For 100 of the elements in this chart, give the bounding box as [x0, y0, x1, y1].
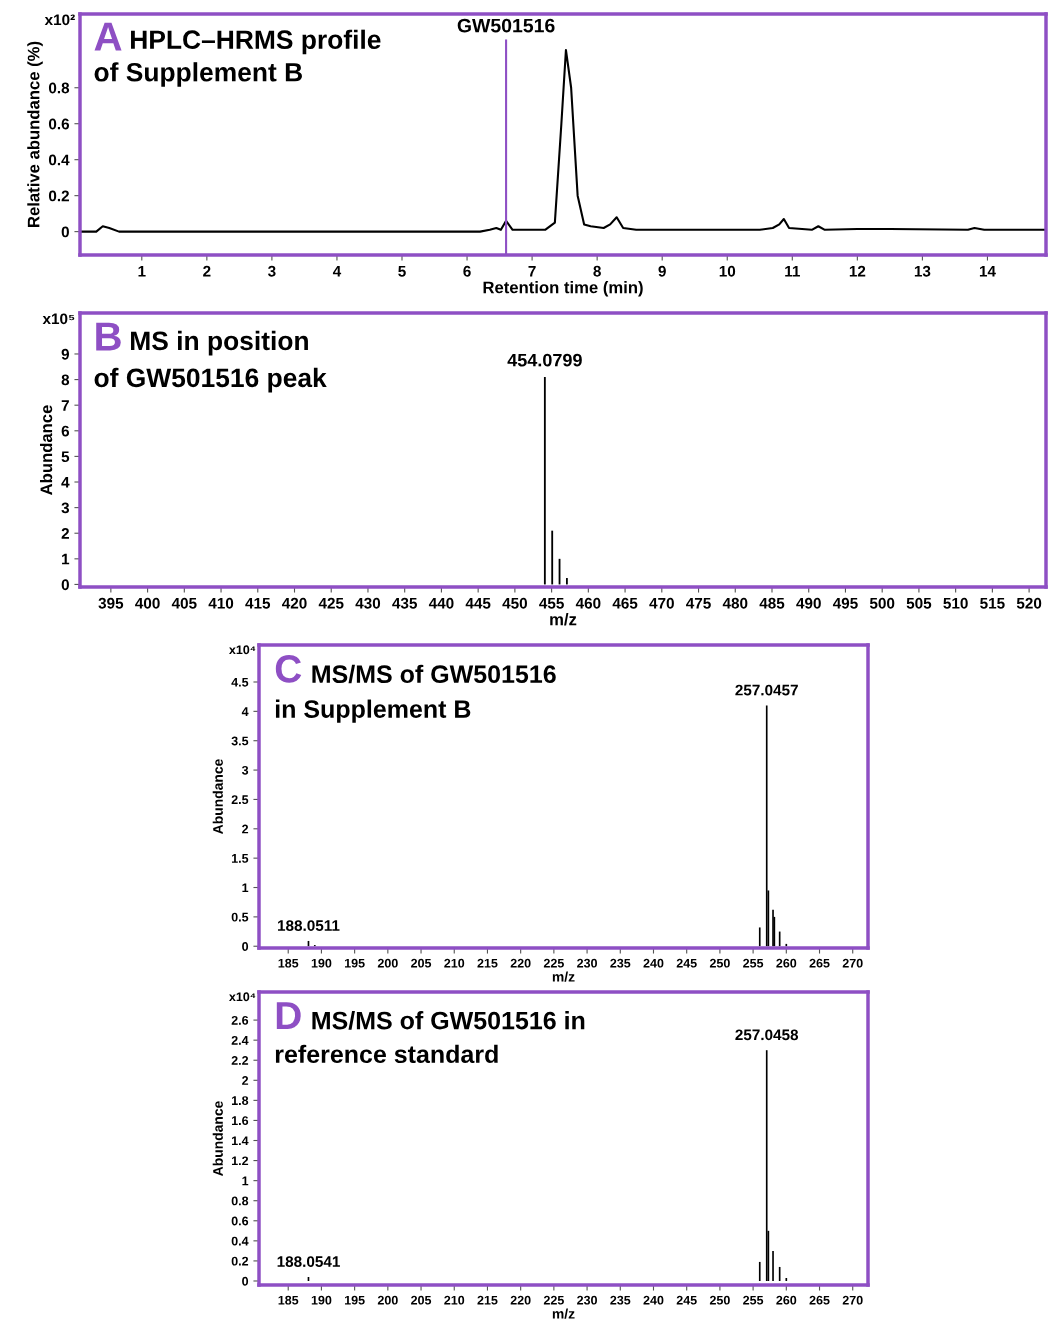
y-axis-title: Abundance	[40, 405, 53, 495]
annotation: 257.0457	[735, 684, 798, 696]
x-tick-label: 485	[759, 597, 785, 609]
x-tick-label: 4	[332, 265, 342, 277]
x-tick-label: 14	[979, 265, 996, 277]
x-tick-label: 245	[676, 958, 697, 968]
y-tick-label: 1	[242, 883, 249, 893]
text: x10⁴	[229, 992, 256, 1002]
text: x10²	[44, 14, 75, 26]
x-tick-label: 230	[577, 958, 597, 968]
x-tick-label: 250	[709, 958, 730, 968]
y-tick-label: 8	[61, 374, 70, 386]
y-tick-label: 3.5	[231, 736, 249, 746]
text: C MS/MS of GW501516 in Supplement B	[275, 655, 556, 723]
y-axis-title: Abundance	[212, 759, 223, 834]
x-axis-title: Retention time (min)	[483, 281, 643, 297]
y-tick-label: 2.6	[231, 1015, 249, 1025]
y-tick-label: 2.4	[231, 1035, 249, 1045]
y-tick-label: 3	[241, 765, 249, 775]
y-tick-label: 4.5	[231, 677, 249, 687]
x-tick-label: 515	[980, 597, 1005, 609]
annotation: 188.0541	[277, 1256, 340, 1268]
x-tick-label: 2	[203, 265, 211, 277]
y-tick-label: 9	[61, 348, 70, 360]
x-tick-label: 220	[510, 1295, 531, 1305]
y-tick-label: 0.4	[231, 1236, 249, 1246]
x-tick-label: 425	[318, 597, 344, 609]
x-tick-label: 500	[869, 597, 895, 609]
y-tick-label: 2.5	[231, 795, 249, 805]
y-tick-label: 1	[62, 553, 70, 565]
x-tick-label: 210	[444, 1295, 465, 1305]
x-tick-label: 400	[135, 597, 160, 609]
y-tick-label: 0.8	[48, 82, 70, 94]
x-tick-label: 200	[377, 958, 398, 968]
x-tick-label: 445	[465, 597, 491, 609]
y-tick-label: 4	[61, 477, 70, 488]
x-tick-label: 195	[344, 958, 365, 968]
x-tick-label: 440	[428, 597, 454, 609]
y-tick-label: 4	[241, 707, 249, 716]
x-tick-label: 215	[477, 1295, 498, 1305]
x-tick-label: 205	[411, 958, 432, 968]
annotation: 257.0458	[735, 1029, 799, 1041]
y-tick-label: 1.5	[232, 854, 249, 863]
text: D MS/MS of GW501516 in reference standard	[275, 1002, 585, 1064]
y-axis-title: Relative abundance (%)	[27, 41, 43, 227]
y-tick-label: 0.5	[231, 912, 249, 922]
x-tick-label: 460	[575, 597, 601, 609]
x-tick-label: 240	[643, 1295, 664, 1305]
x-tick-label: 265	[809, 1295, 830, 1305]
x-axis-title: m/z	[550, 613, 577, 626]
x-tick-label: 195	[344, 1295, 365, 1305]
y-tick-label: 0.8	[231, 1196, 249, 1206]
x-tick-label: 7	[528, 265, 536, 277]
y-tick-label: 2	[242, 824, 249, 834]
y-tick-label: 1.2	[232, 1156, 249, 1166]
x-tick-label: 11	[785, 265, 800, 277]
x-tick-label: 13	[914, 265, 931, 277]
text: x10⁵	[42, 313, 75, 325]
x-tick-label: 475	[686, 597, 711, 609]
x-tick-label: 235	[610, 958, 631, 968]
x-tick-label: 6	[463, 265, 471, 277]
y-tick-label: 0.6	[231, 1216, 249, 1226]
x-tick-label: 260	[776, 958, 797, 968]
x-tick-label: 455	[539, 597, 564, 609]
x-tick-label: 270	[842, 958, 863, 968]
annotation: 188.0511	[278, 920, 340, 931]
text: A HPLC–HRMS profile of Supplement B	[94, 22, 381, 87]
y-axis-title: Abundance	[212, 1101, 223, 1176]
x-tick-label: 1	[138, 265, 146, 277]
x-tick-label: 410	[208, 597, 234, 609]
x-tick-label: 9	[658, 265, 666, 277]
annotation: 454.0799	[507, 353, 582, 367]
x-tick-label: 10	[719, 265, 736, 277]
x-tick-label: 250	[709, 1295, 730, 1305]
x-tick-label: 430	[355, 597, 381, 609]
y-tick-label: 0	[242, 1276, 249, 1286]
x-tick-label: 190	[311, 958, 332, 968]
x-tick-label: 490	[796, 597, 821, 609]
x-tick-label: 3	[268, 265, 276, 277]
y-tick-label: 5	[61, 451, 70, 463]
x-tick-label: 240	[643, 958, 664, 968]
x-tick-label: 470	[649, 597, 674, 609]
y-tick-label: 0	[242, 942, 249, 951]
x-tick-label: 200	[377, 1295, 398, 1305]
y-tick-label: 0	[61, 226, 69, 238]
x-tick-label: 225	[543, 1295, 564, 1305]
x-tick-label: 210	[444, 958, 465, 968]
y-tick-label: 1.4	[232, 1136, 249, 1146]
x-tick-label: 270	[842, 1295, 863, 1305]
x-tick-label: 260	[776, 1295, 797, 1305]
x-tick-label: 435	[392, 597, 418, 609]
x-axis-title: m/z	[552, 971, 575, 982]
x-tick-label: 190	[311, 1295, 332, 1305]
x-tick-label: 265	[809, 958, 830, 968]
x-tick-label: 395	[98, 597, 124, 609]
x-tick-label: 405	[171, 597, 197, 609]
text: B MS in position of GW501516 peak	[94, 322, 327, 393]
x-tick-label: 495	[832, 597, 858, 609]
y-tick-label: 3	[61, 502, 70, 514]
x-tick-label: 230	[577, 1295, 597, 1305]
